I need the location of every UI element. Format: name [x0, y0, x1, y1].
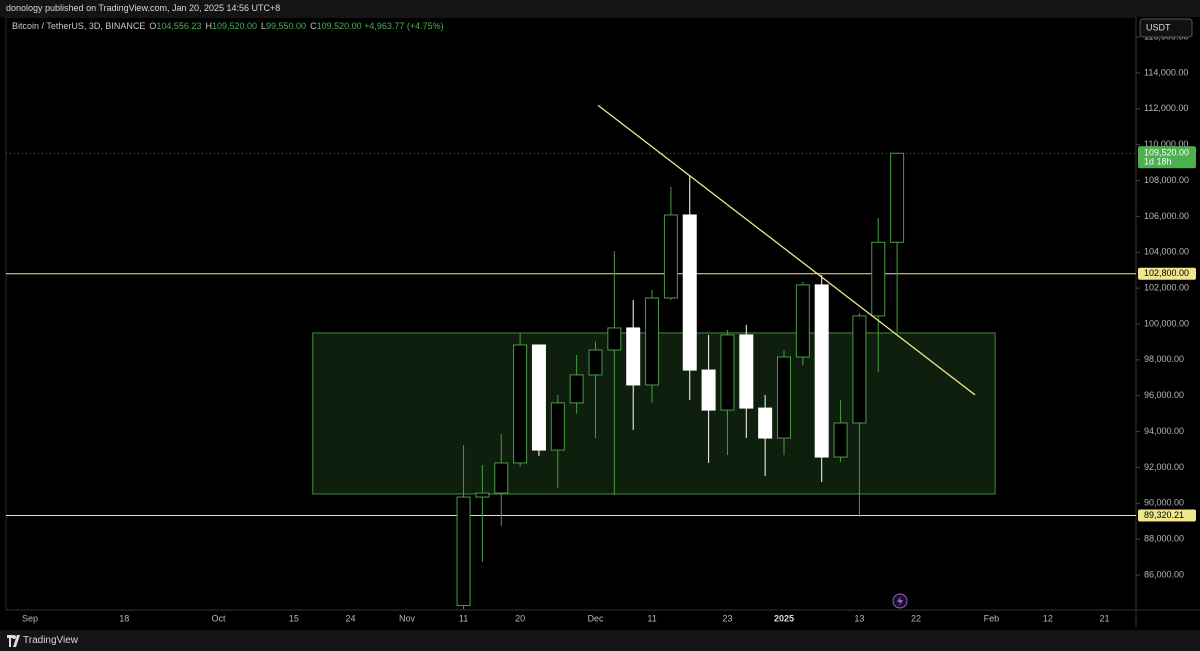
x-tick-label: 20 [515, 613, 525, 623]
x-tick-label: 13 [854, 613, 864, 623]
x-tick-label: 22 [911, 613, 921, 623]
last-price-bg [1138, 146, 1196, 169]
top-bar: donology published on TradingView.com, J… [0, 0, 1200, 17]
y-tick-label: 112,000.00 [1144, 103, 1188, 113]
y-tick-label: 114,000.00 [1144, 67, 1188, 77]
candle-body [682, 214, 697, 371]
candle-body [588, 349, 603, 376]
ohlc-key: C [310, 21, 317, 31]
y-tick-label: 102,000.00 [1144, 283, 1189, 293]
candle-body [758, 407, 773, 439]
change: +4,963.77 (+4.75%) [364, 21, 444, 31]
x-tick-label: 21 [1099, 613, 1109, 623]
brand: TradingView [23, 635, 79, 646]
x-tick-label: 11 [459, 613, 468, 623]
y-tick-label: 108,000.00 [1144, 175, 1189, 185]
y-tick-label: 106,000.00 [1144, 211, 1189, 221]
y-tick-label: 94,000.00 [1144, 426, 1184, 436]
candle-body [456, 496, 471, 607]
ohlc-key: O [149, 21, 157, 31]
currency: USDT [1146, 22, 1171, 32]
candle-body [833, 422, 848, 458]
x-tick-label: Nov [399, 613, 416, 623]
candle-body [531, 344, 546, 451]
y-tick-label: 100,000.00 [1144, 318, 1189, 328]
y-tick-label: 110,000.00 [1144, 139, 1188, 149]
ohlc-key: H [205, 21, 212, 31]
candle-body [701, 369, 716, 411]
y-tick-label: 90,000.00 [1144, 498, 1184, 508]
candle-body [663, 214, 678, 299]
candle-body [795, 284, 810, 358]
candle-body [626, 327, 641, 386]
candle-body [739, 334, 754, 409]
y-tick-label: 98,000.00 [1144, 354, 1184, 364]
candle-body [720, 334, 735, 411]
candle-body [777, 356, 791, 439]
x-tick-label: Oct [211, 613, 226, 623]
candle-body [871, 241, 886, 317]
candle-body [890, 152, 905, 243]
plot [6, 104, 1136, 610]
x-tick-label: Feb [984, 613, 1000, 623]
candle-body [475, 492, 490, 498]
hline-label: 102,800.00 [1144, 268, 1189, 278]
ohlc: O104,556.23 H109,520.00 L99,550.00 C109,520… [145, 21, 361, 31]
x-tick-label: 24 [345, 613, 355, 623]
ohlc-value: 99,550.00 [266, 21, 307, 31]
axes: 86,000.00 88,000.00 90,000.00 92,000.00 94,0… [22, 31, 1196, 623]
x-tick-label: 18 [119, 613, 129, 623]
plot-area [5, 16, 1137, 611]
x-tick-label: 11 [647, 613, 656, 623]
x-tick-label: 2025 [774, 613, 794, 623]
ohlc-value: 109,520.00 [316, 21, 362, 31]
x-tick-label: Dec [587, 613, 604, 623]
y-tick-label: 96,000.00 [1144, 390, 1184, 400]
published: donology published on TradingView.com, J… [6, 3, 281, 13]
last-price-countdown: 1d 18h [1144, 157, 1172, 167]
candle-body [550, 402, 565, 451]
hline-label: 89,320.21 [1144, 510, 1184, 520]
x-tick-label: 12 [1043, 613, 1053, 623]
legend: Bitcoin / TetherUS, 3D, BINANCE O104,556.… [12, 21, 444, 31]
y-tick-label: 86,000.00 [1144, 569, 1184, 579]
chart: 86,000.00 88,000.00 90,000.00 92,000.00 94,0… [5, 16, 1200, 628]
y-tick-label: 104,000.00 [1144, 247, 1189, 257]
x-tick-label: Sep [22, 613, 38, 623]
hline-label-bg [1138, 509, 1196, 522]
symbol: Bitcoin / TetherUS, 3D, BINANCE [12, 21, 146, 31]
candle-body [645, 297, 660, 386]
x-tick-label: 15 [289, 613, 299, 623]
y-tick-label: 92,000.00 [1144, 462, 1184, 472]
candle-body [607, 327, 622, 351]
candle-body [513, 344, 528, 464]
candle-body [494, 462, 509, 494]
footer: TradingView [0, 630, 1200, 651]
currency-box[interactable] [1139, 18, 1193, 38]
event-bolt [897, 596, 903, 606]
candle-body [852, 315, 867, 424]
y-tick-label: 88,000.00 [1144, 534, 1184, 544]
ohlc-key: L [261, 21, 267, 31]
trendline [597, 104, 976, 396]
last-price-label: 109,520.00 [1144, 148, 1189, 158]
ohlc-value: 104,556.23 [156, 21, 202, 31]
x-tick-label: 23 [722, 613, 732, 623]
hline-label-bg [1138, 267, 1196, 280]
candle-body [814, 284, 829, 458]
candle-body [569, 374, 584, 404]
ohlc-value: 109,520.00 [211, 21, 257, 31]
logo [7, 635, 20, 647]
